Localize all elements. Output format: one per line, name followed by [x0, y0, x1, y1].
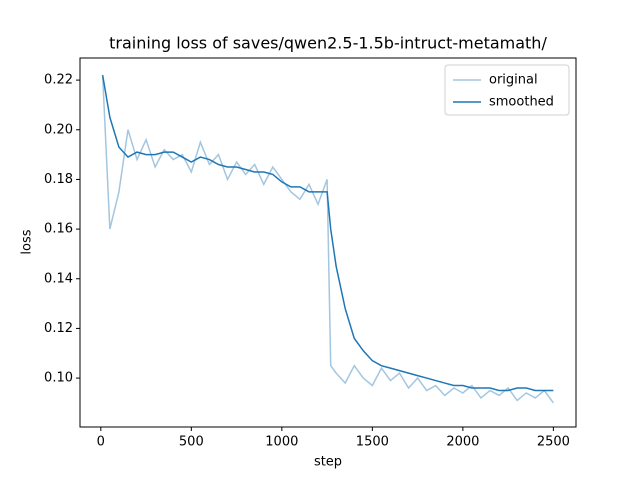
- x-tick-label: 2500: [537, 435, 570, 450]
- y-tick-label: 0.16: [44, 222, 73, 237]
- legend-label: smoothed: [489, 95, 554, 110]
- y-tick-label: 0.20: [44, 122, 73, 137]
- y-tick-label: 0.18: [44, 172, 73, 187]
- y-tick-label: 0.22: [44, 73, 73, 88]
- x-axis-label: step: [314, 455, 342, 470]
- legend-label: original: [489, 73, 538, 88]
- line-series: [101, 75, 554, 392]
- x-tick-label: 0: [97, 435, 105, 450]
- y-tick-label: 0.10: [44, 371, 73, 386]
- x-tick-label: 1000: [265, 435, 298, 450]
- x-tick-label: 1500: [356, 435, 389, 450]
- y-tick-label: 0.14: [44, 271, 73, 286]
- x-tick-label: 2000: [446, 435, 479, 450]
- plot-frame: [79, 57, 577, 428]
- line-series: [101, 75, 554, 404]
- y-tick-label: 0.12: [44, 321, 73, 336]
- y-axis-label: loss: [20, 229, 35, 254]
- x-tick-label: 500: [179, 435, 204, 450]
- chart-title: training loss of saves/qwen2.5-1.5b-intr…: [109, 34, 547, 53]
